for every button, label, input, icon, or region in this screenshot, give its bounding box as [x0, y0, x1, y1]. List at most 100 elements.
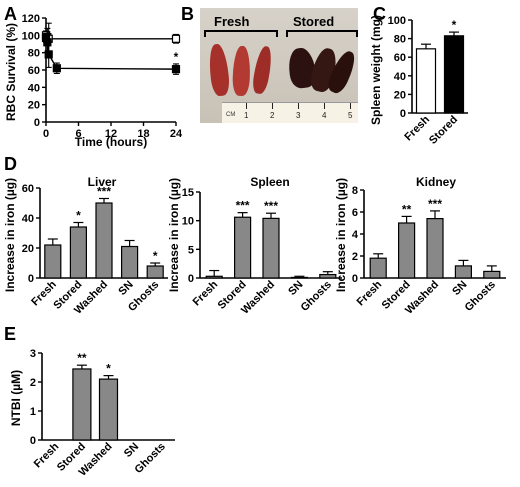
- bar: [262, 217, 280, 279]
- significance-star: *: [452, 18, 457, 32]
- fresh-label: Fresh: [214, 14, 250, 29]
- category-label: Ghosts: [299, 279, 334, 314]
- chart-title: Kidney: [416, 175, 456, 189]
- bar: [426, 218, 444, 279]
- panel-label-d: D: [4, 154, 17, 174]
- bar: [205, 275, 223, 279]
- panel-label-b: B: [181, 4, 194, 24]
- fresh-bracket: [204, 30, 278, 37]
- y-tick-label: 60: [28, 65, 40, 77]
- ruler-number: 5: [348, 111, 353, 120]
- significance-star: ***: [236, 199, 250, 213]
- bar: [483, 270, 501, 279]
- y-tick-label: 15: [182, 187, 194, 199]
- chart-title: Liver: [88, 175, 117, 189]
- significance-star: *: [174, 50, 179, 64]
- fresh-spleen-2: [232, 45, 251, 97]
- significance-star: *: [76, 209, 81, 223]
- ruler-number: 3: [296, 111, 301, 120]
- x-axis-label: Time (hours): [75, 135, 147, 149]
- y-tick-label: 120: [22, 13, 40, 25]
- bar: [369, 257, 387, 279]
- y-tick-label: 20: [22, 243, 34, 255]
- x-tick-label: 6: [75, 128, 81, 140]
- significance-star: **: [77, 351, 87, 365]
- significance-star: *: [153, 249, 158, 263]
- y-tick-label: 100: [22, 30, 40, 42]
- x-tick-label: 0: [43, 128, 49, 140]
- y-tick-label: 20: [28, 100, 40, 112]
- ruler-number: 2: [270, 111, 275, 120]
- significance-star: ***: [428, 197, 442, 211]
- y-tick-label: 80: [28, 48, 40, 60]
- series-line: [45, 37, 177, 70]
- y-axis-label: Increase in iron (µg): [334, 178, 348, 292]
- chart-title: Spleen: [250, 175, 289, 189]
- ruler-number: 1: [244, 111, 249, 120]
- bar: [146, 265, 164, 279]
- data-point: [171, 65, 181, 74]
- y-tick-label: 2: [352, 251, 358, 263]
- y-axis-label: Increase in iron (µg): [167, 178, 181, 292]
- ruler-number: 4: [322, 111, 327, 120]
- significance-star: ***: [97, 185, 111, 199]
- y-tick-label: 5: [188, 244, 194, 256]
- y-tick-label: 40: [28, 82, 40, 94]
- y-tick-label: 40: [394, 71, 406, 83]
- bar: [454, 265, 472, 279]
- y-tick-label: 60: [22, 183, 34, 195]
- category-label: SN: [122, 441, 141, 460]
- data-point: [43, 38, 52, 47]
- bar: [72, 368, 92, 441]
- ruler: CM 1 2 3 4 5: [222, 102, 358, 123]
- y-tick-label: 8: [352, 185, 358, 197]
- y-tick-label: 0: [400, 108, 406, 120]
- ruler-tick: [246, 103, 247, 109]
- y-tick-label: 6: [352, 207, 358, 219]
- data-point: [171, 34, 181, 43]
- y-tick-label: 1: [30, 406, 36, 418]
- bar: [290, 276, 308, 279]
- significance-star: *: [106, 362, 111, 376]
- bar: [415, 48, 437, 114]
- y-axis-label: Spleen weight (mg): [369, 15, 383, 125]
- y-tick-label: 80: [394, 34, 406, 46]
- y-axis-label: NTBI (µM): [9, 370, 23, 426]
- category-label: Ghosts: [463, 279, 498, 314]
- spleen-photo: Fresh Stored CM 1 2 3 4 5: [200, 8, 358, 123]
- y-tick-label: 2: [30, 377, 36, 389]
- panel-label-a: A: [4, 4, 17, 24]
- y-tick-label: 20: [394, 89, 406, 101]
- bar: [44, 244, 62, 279]
- y-tick-label: 100: [388, 15, 406, 27]
- data-point: [52, 64, 61, 73]
- bar: [398, 222, 416, 279]
- stored-bracket: [286, 30, 358, 37]
- y-tick-label: 40: [22, 213, 34, 225]
- y-tick-label: 0: [30, 435, 36, 447]
- ruler-tick: [298, 103, 299, 109]
- x-tick-label: 24: [170, 128, 183, 140]
- ruler-tick: [272, 103, 273, 109]
- y-tick-label: 0: [34, 117, 40, 129]
- category-label: SN: [116, 279, 135, 298]
- y-tick-label: 60: [394, 52, 406, 64]
- bar: [120, 245, 139, 279]
- ruler-unit: CM: [226, 112, 236, 118]
- y-tick-label: 0: [28, 273, 34, 285]
- y-axis-label: RBC Survival (%): [4, 23, 18, 121]
- significance-star: **: [402, 202, 412, 216]
- bar: [95, 202, 113, 279]
- category-label: SN: [450, 279, 469, 298]
- y-tick-label: 3: [30, 348, 36, 360]
- category-label: Stored: [427, 114, 460, 147]
- y-axis-label: Increase in iron (µg): [3, 178, 17, 292]
- y-tick-label: 0: [352, 273, 358, 285]
- bar: [443, 35, 465, 114]
- panel-label-e: E: [4, 324, 16, 344]
- y-tick-label: 10: [182, 216, 194, 228]
- x-tick-label: 18: [137, 128, 149, 140]
- y-tick-label: 0: [188, 273, 194, 285]
- x-tick-label: 12: [105, 128, 117, 140]
